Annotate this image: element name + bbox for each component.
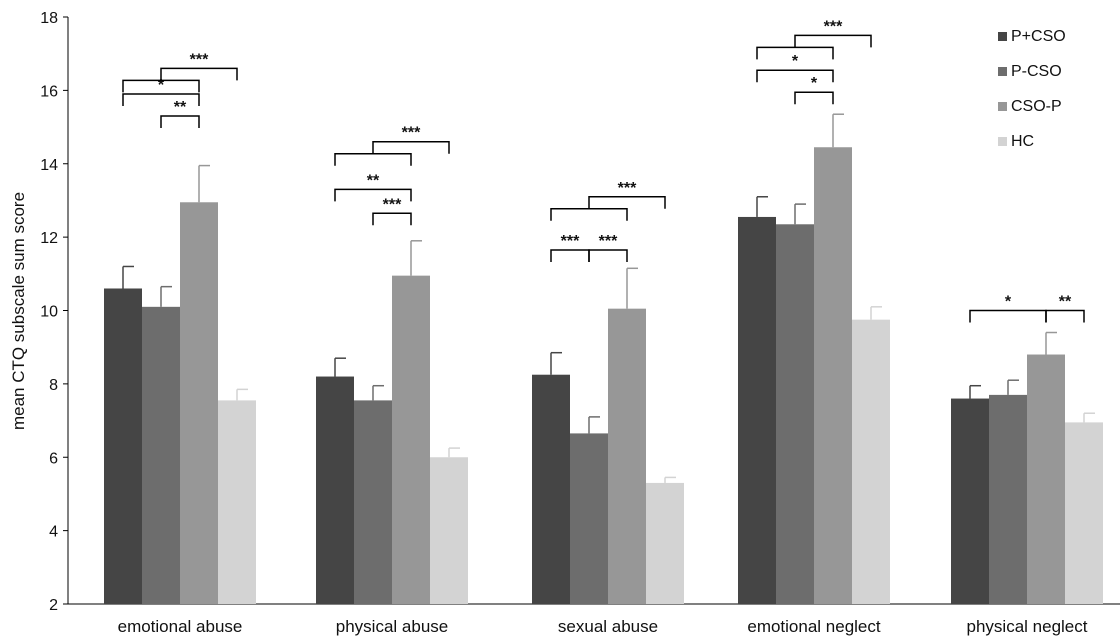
significance-label: * — [792, 53, 799, 70]
bar — [989, 394, 1027, 604]
bar — [532, 374, 570, 604]
significance-bracket — [372, 212, 412, 226]
y-tick-label: 18 — [40, 10, 58, 27]
legend-label: P-CSO — [1011, 63, 1062, 80]
y-tick-label: 12 — [40, 230, 58, 247]
bar — [852, 319, 890, 604]
significance-bracket — [550, 249, 590, 262]
significance-label: *** — [599, 233, 618, 250]
x-tick-label: sexual abuse — [558, 617, 658, 636]
y-tick-label: 4 — [49, 524, 58, 541]
legend-swatch — [998, 102, 1007, 111]
significance-bracket — [756, 69, 834, 83]
significance-label: *** — [561, 233, 580, 250]
significance-bracket — [122, 93, 200, 107]
x-tick-label: physical abuse — [336, 617, 448, 636]
bars — [104, 113, 1103, 605]
significance-label: *** — [402, 125, 421, 142]
significance-label: ** — [367, 172, 380, 189]
significance-group-bracket — [550, 208, 628, 221]
significance-bracket — [334, 188, 412, 202]
bar — [316, 376, 354, 604]
bar — [354, 400, 392, 604]
x-tick-label: physical neglect — [967, 617, 1088, 636]
bar — [951, 398, 989, 604]
legend: P+CSO P-CSO CSO-P HC — [998, 28, 1066, 150]
y-tick-label: 8 — [49, 377, 58, 394]
bar — [814, 147, 852, 604]
significance-bracket — [160, 115, 200, 129]
significance-bracket — [794, 34, 872, 48]
bar — [218, 400, 256, 604]
y-tick-label: 16 — [40, 83, 58, 100]
significance-bracket — [588, 249, 628, 262]
x-axis: emotional abuse physical abuse sexual abus… — [118, 617, 1088, 636]
legend-label: HC — [1011, 133, 1034, 150]
significance-label: *** — [383, 196, 402, 213]
significance-bracket — [372, 140, 450, 154]
bar — [646, 482, 684, 604]
legend-swatch — [998, 32, 1007, 41]
legend-swatch — [998, 137, 1007, 146]
significance-bracket — [794, 91, 834, 105]
bar — [180, 202, 218, 604]
bar — [104, 288, 142, 604]
significance-group-bracket — [756, 46, 834, 60]
bar — [392, 275, 430, 604]
significance-bracket — [1045, 309, 1085, 323]
bar — [608, 308, 646, 604]
significance-bracket — [588, 196, 666, 209]
bar — [142, 306, 180, 604]
significance-label: * — [811, 75, 818, 92]
significance-label: ** — [174, 99, 187, 116]
y-tick-label: 10 — [40, 304, 58, 321]
bar — [776, 224, 814, 605]
bar — [1065, 422, 1103, 604]
significance-label: *** — [618, 180, 637, 197]
significance-label: *** — [190, 51, 209, 68]
significance-label: ** — [1059, 294, 1072, 311]
legend-label: P+CSO — [1011, 28, 1066, 45]
x-tick-label: emotional neglect — [747, 617, 881, 636]
bar — [430, 457, 468, 604]
significance-group-bracket — [334, 152, 412, 166]
significance-brackets: ***************** ************ ** — [122, 18, 1085, 323]
y-axis-label: mean CTQ subscale sum score — [9, 192, 28, 430]
x-tick-label: emotional abuse — [118, 617, 243, 636]
y-tick-label: 2 — [49, 597, 58, 614]
significance-bracket — [969, 309, 1047, 323]
legend-label: CSO-P — [1011, 98, 1062, 115]
bar — [738, 216, 776, 604]
significance-label: * — [1005, 294, 1012, 311]
y-tick-label: 14 — [40, 157, 58, 174]
bar — [1027, 354, 1065, 604]
significance-label: *** — [824, 18, 843, 35]
significance-label: * — [158, 77, 165, 94]
bar — [570, 433, 608, 604]
significance-bracket — [160, 67, 238, 81]
legend-swatch — [998, 67, 1007, 76]
y-tick-label: 6 — [49, 450, 58, 467]
